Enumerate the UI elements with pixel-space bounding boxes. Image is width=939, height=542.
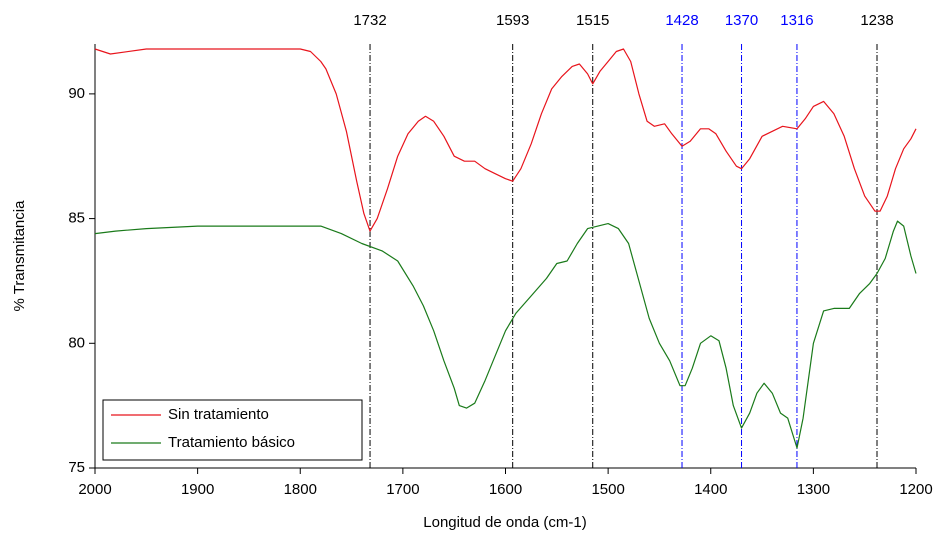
annotation-label: 1515: [576, 12, 609, 29]
legend-label: Sin tratamiento: [168, 406, 269, 423]
series-line: [94, 48, 917, 232]
annotation-label: 1370: [725, 12, 758, 29]
legend-label: Tratamiento básico: [168, 434, 295, 451]
x-tick-label: 1900: [181, 481, 214, 498]
y-tick-label: 85: [68, 210, 85, 227]
x-tick-label: 2000: [78, 481, 111, 498]
x-axis-label: Longitud de onda (cm-1): [423, 514, 586, 531]
y-tick-label: 90: [68, 85, 85, 102]
x-tick-label: 1600: [489, 481, 522, 498]
y-tick-label: 80: [68, 334, 85, 351]
x-tick-label: 1500: [591, 481, 624, 498]
legend-box: [102, 399, 363, 461]
series-line: [94, 220, 917, 449]
y-tick-label: 75: [68, 459, 85, 476]
x-tick-label: 1700: [386, 481, 419, 498]
annotation-label: 1732: [353, 12, 386, 29]
y-axis-label: % Transmitancia: [11, 200, 28, 312]
annotation-label: 1316: [780, 12, 813, 29]
x-tick-label: 1300: [797, 481, 830, 498]
x-tick-label: 1800: [284, 481, 317, 498]
x-tick-label: 1400: [694, 481, 727, 498]
annotation-label: 1238: [860, 12, 893, 29]
annotation-label: 1593: [496, 12, 529, 29]
annotation-label: 1428: [665, 12, 698, 29]
x-tick-label: 1200: [899, 481, 932, 498]
